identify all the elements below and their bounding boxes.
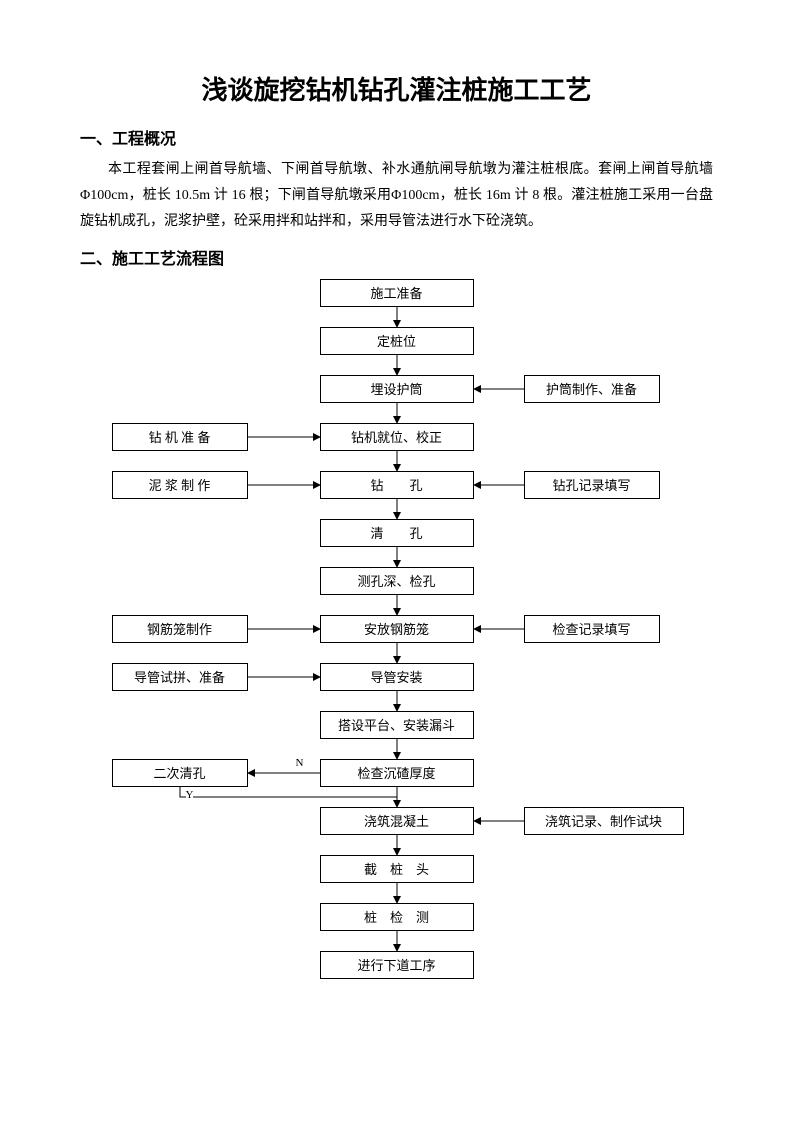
- section1-heading: 一、工程概况: [80, 125, 713, 149]
- flow-step-n5: 钻 孔: [320, 471, 474, 499]
- flow-step-n10: 搭设平台、安装漏斗: [320, 711, 474, 739]
- flow-step-n15: 进行下道工序: [320, 951, 474, 979]
- flow-step-n9: 导管安装: [320, 663, 474, 691]
- flow-side-s5r: 钻孔记录填写: [524, 471, 660, 499]
- section2-heading: 二、施工工艺流程图: [80, 245, 713, 269]
- decision-label-yes: Y: [186, 789, 194, 801]
- section1-paragraph: 本工程套闸上闸首导航墙、下闸首导航墩、补水通航闸导航墩为灌注桩根底。套闸上闸首导…: [80, 157, 713, 235]
- flow-step-n6: 清 孔: [320, 519, 474, 547]
- flow-step-n3: 埋设护筒: [320, 375, 474, 403]
- flow-side-s8r: 检查记录填写: [524, 615, 660, 643]
- flow-step-n4: 钻机就位、校正: [320, 423, 474, 451]
- flow-side-s3r: 护筒制作、准备: [524, 375, 660, 403]
- flow-step-n12: 浇筑混凝土: [320, 807, 474, 835]
- flowchart: 施工准备定桩位埋设护筒钻机就位、校正钻 孔清 孔测孔深、检孔安放钢筋笼导管安装搭…: [82, 279, 712, 1039]
- flow-step-n13: 截 桩 头: [320, 855, 474, 883]
- flow-step-n1: 施工准备: [320, 279, 474, 307]
- flow-step-n7: 测孔深、检孔: [320, 567, 474, 595]
- page-title: 浅谈旋挖钻机钻孔灌注桩施工工艺: [80, 70, 713, 107]
- flow-side-s5l: 泥 浆 制 作: [112, 471, 248, 499]
- flow-step-n11: 检查沉碴厚度: [320, 759, 474, 787]
- flow-step-n14: 桩 检 测: [320, 903, 474, 931]
- flow-side-s11l: 二次清孔: [112, 759, 248, 787]
- flow-step-n8: 安放钢筋笼: [320, 615, 474, 643]
- flow-side-s9l: 导管试拼、准备: [112, 663, 248, 691]
- flow-side-s4l: 钻 机 准 备: [112, 423, 248, 451]
- decision-label-no: N: [296, 757, 304, 769]
- flow-side-s8l: 钢筋笼制作: [112, 615, 248, 643]
- flow-step-n2: 定桩位: [320, 327, 474, 355]
- flow-side-s12r: 浇筑记录、制作试块: [524, 807, 684, 835]
